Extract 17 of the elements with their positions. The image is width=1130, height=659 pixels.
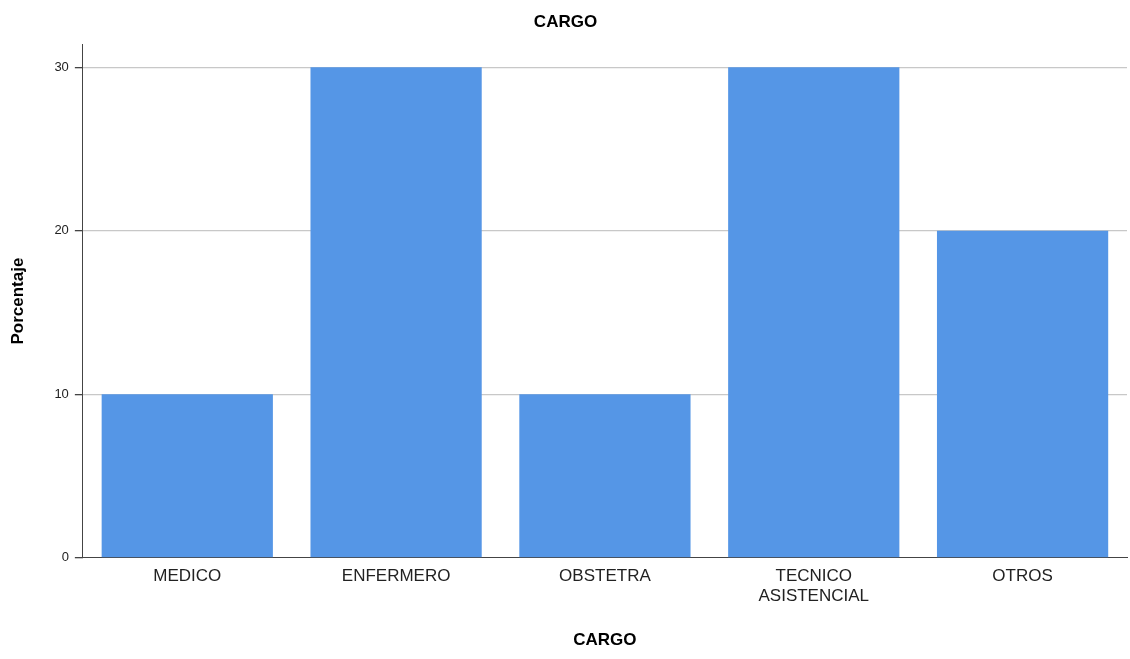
x-tick-label: ENFERMERO xyxy=(341,565,451,585)
x-tick-label: MEDICO xyxy=(153,565,222,585)
chart-title: CARGO xyxy=(533,11,598,31)
bar xyxy=(101,394,273,558)
y-tick-label: 10 xyxy=(54,385,69,401)
bar xyxy=(936,230,1109,558)
x-tick-label: OTROS xyxy=(992,565,1053,585)
y-tick-label: 20 xyxy=(54,222,69,238)
x-axis-title: CARGO xyxy=(573,630,637,650)
bar xyxy=(728,67,900,558)
y-axis-title: Porcentaje xyxy=(7,257,27,345)
y-tick-label: 30 xyxy=(54,58,69,74)
y-tick-label: 0 xyxy=(61,549,69,565)
x-tick-label: TECNICO ASISTENCIAL xyxy=(758,565,870,606)
bar xyxy=(310,67,482,558)
bar xyxy=(519,394,691,558)
x-tick-label: OBSTETRA xyxy=(559,565,652,585)
